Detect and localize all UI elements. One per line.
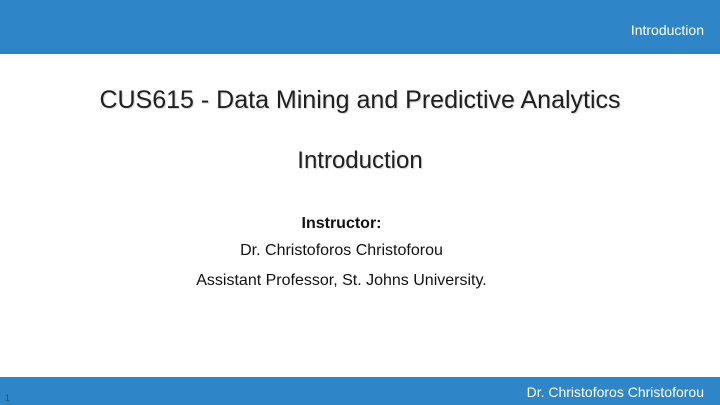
slide-title: CUS615 - Data Mining and Predictive Anal… [99,86,621,114]
instructor-name: Dr. Christoforos Christoforou [240,242,443,259]
instructor-block: Instructor: Dr. Christoforos Christoforo… [0,212,683,296]
footer-author: Dr. Christoforos Christoforou [526,384,704,400]
slide-subtitle: Introduction [297,147,423,174]
instructor-heading: Instructor: [301,215,382,232]
slide-number: 1 [5,393,11,403]
instructor-position: Assistant Professor, St. Johns Universit… [196,272,487,289]
section-label: Introduction [630,22,704,38]
footer-bar: Dr. Christoforos Christoforou [0,377,720,405]
header-bar: Introduction [0,0,720,54]
